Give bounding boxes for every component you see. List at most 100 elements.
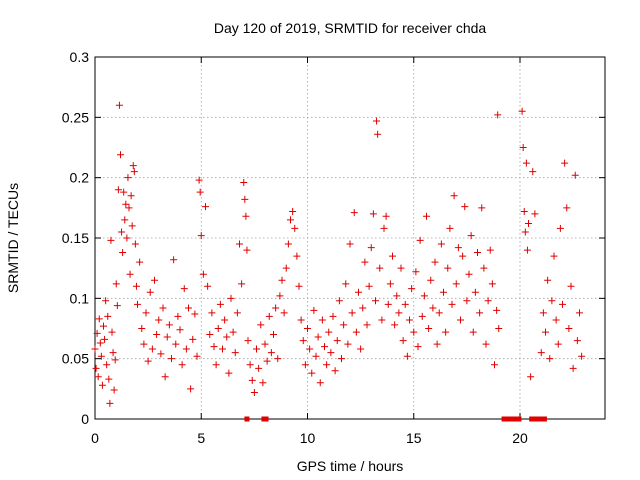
data-point bbox=[363, 321, 371, 329]
data-point bbox=[102, 297, 110, 305]
data-point bbox=[161, 373, 169, 381]
data-point bbox=[293, 252, 301, 260]
data-point bbox=[159, 304, 167, 312]
data-point bbox=[92, 364, 100, 372]
data-point bbox=[261, 340, 269, 348]
data-point bbox=[105, 375, 113, 383]
data-point bbox=[308, 369, 316, 377]
data-point bbox=[182, 345, 190, 353]
data-point bbox=[128, 222, 136, 230]
data-point bbox=[193, 352, 201, 360]
data-point bbox=[335, 297, 343, 305]
data-point bbox=[465, 270, 473, 278]
data-point bbox=[196, 188, 204, 196]
data-point bbox=[571, 171, 579, 179]
data-point bbox=[333, 337, 341, 345]
data-point bbox=[214, 325, 222, 332]
zero-data-point bbox=[529, 416, 535, 422]
data-point bbox=[91, 345, 99, 353]
data-point bbox=[103, 361, 111, 369]
data-point bbox=[130, 168, 138, 176]
data-point bbox=[227, 294, 235, 302]
data-point bbox=[459, 252, 467, 260]
data-point bbox=[431, 258, 439, 266]
data-point bbox=[100, 322, 107, 330]
data-point bbox=[338, 355, 345, 363]
data-point bbox=[406, 316, 413, 324]
data-point bbox=[132, 282, 140, 290]
data-point bbox=[380, 224, 388, 232]
data-point bbox=[401, 300, 409, 308]
data-point bbox=[185, 304, 192, 312]
data-point bbox=[107, 236, 115, 244]
data-point bbox=[382, 212, 390, 220]
data-point bbox=[157, 350, 165, 358]
x-tick-label: 20 bbox=[512, 430, 528, 446]
data-point bbox=[119, 248, 127, 256]
data-point bbox=[270, 331, 277, 339]
data-point bbox=[546, 355, 554, 363]
data-point bbox=[219, 345, 226, 353]
data-point bbox=[476, 309, 484, 317]
data-point bbox=[163, 333, 171, 341]
data-point bbox=[573, 337, 581, 345]
data-point bbox=[197, 232, 205, 240]
data-point bbox=[442, 328, 450, 336]
data-point bbox=[361, 258, 369, 266]
data-point bbox=[478, 204, 486, 212]
data-point bbox=[127, 192, 135, 200]
data-point bbox=[523, 246, 531, 254]
data-point bbox=[488, 280, 496, 288]
zero-data-point bbox=[532, 416, 538, 422]
data-point bbox=[241, 195, 249, 203]
data-point bbox=[399, 337, 407, 345]
grid bbox=[95, 57, 605, 419]
data-point bbox=[253, 345, 260, 353]
data-point bbox=[565, 325, 573, 332]
data-point bbox=[408, 285, 416, 293]
data-point bbox=[312, 352, 320, 360]
data-point bbox=[231, 349, 239, 357]
data-point bbox=[550, 252, 558, 260]
data-point bbox=[567, 282, 575, 290]
data-point bbox=[314, 333, 322, 341]
data-point bbox=[93, 329, 101, 337]
data-point bbox=[236, 240, 243, 248]
zero-data-point bbox=[507, 416, 513, 422]
data-point bbox=[423, 212, 430, 220]
data-point bbox=[151, 276, 158, 284]
data-point bbox=[306, 345, 314, 353]
data-point bbox=[109, 349, 117, 357]
data-point bbox=[461, 203, 469, 211]
data-point bbox=[548, 297, 556, 305]
data-point bbox=[134, 300, 141, 308]
data-point bbox=[140, 340, 148, 348]
data-point bbox=[373, 117, 381, 125]
y-tick-label: 0 bbox=[81, 411, 89, 427]
data-point bbox=[208, 309, 216, 317]
data-point bbox=[199, 270, 207, 278]
data-point bbox=[250, 388, 258, 396]
data-point bbox=[240, 178, 248, 186]
data-point bbox=[223, 333, 231, 341]
data-point bbox=[144, 357, 152, 365]
y-tick-label: 0.05 bbox=[62, 351, 89, 367]
data-point bbox=[474, 248, 481, 256]
data-point bbox=[131, 240, 139, 248]
data-point bbox=[359, 304, 367, 312]
data-point bbox=[463, 297, 471, 305]
data-point bbox=[282, 264, 290, 272]
data-point bbox=[122, 200, 130, 208]
data-point bbox=[518, 107, 526, 115]
data-point bbox=[255, 364, 263, 372]
data-point bbox=[542, 328, 549, 336]
data-point bbox=[111, 356, 119, 364]
data-point bbox=[355, 288, 362, 296]
data-point bbox=[352, 328, 360, 336]
data-point bbox=[123, 234, 131, 242]
data-point bbox=[238, 280, 246, 288]
data-point bbox=[469, 328, 477, 336]
data-point bbox=[289, 207, 297, 215]
zero-data-point bbox=[538, 416, 544, 422]
